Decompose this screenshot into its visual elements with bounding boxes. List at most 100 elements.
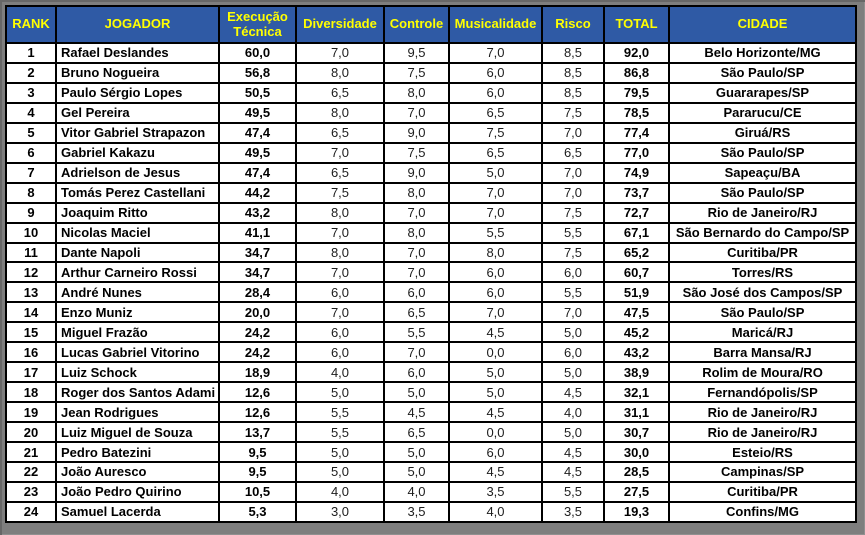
cell-musicalidade: 5,0 [448, 161, 543, 184]
cell-musicalidade: 6,0 [448, 261, 543, 284]
cell-risco: 7,0 [541, 121, 605, 144]
cell-total: 65,2 [603, 241, 670, 264]
cell-execucao: 10,5 [218, 480, 297, 503]
cell-controle: 7,5 [383, 61, 450, 84]
cell-rank: 14 [5, 301, 57, 324]
cell-execucao: 24,2 [218, 341, 297, 364]
cell-rank: 21 [5, 441, 57, 464]
cell-jogador: João Pedro Quirino [55, 480, 220, 503]
cell-jogador: João Auresco [55, 461, 220, 483]
cell-controle: 5,0 [383, 441, 450, 464]
cell-risco: 5,5 [541, 221, 605, 244]
cell-musicalidade: 5,0 [448, 381, 543, 404]
cell-risco: 8,5 [541, 81, 605, 104]
cell-execucao: 34,7 [218, 241, 297, 264]
cell-cidade: Guararapes/SP [668, 81, 857, 104]
cell-risco: 5,0 [541, 361, 605, 384]
cell-execucao: 47,4 [218, 121, 297, 144]
cell-controle: 4,0 [383, 480, 450, 503]
table-row: 21 Pedro Batezini 9,5 5,0 5,0 6,0 4,5 30,0 Estei… [5, 441, 857, 464]
table-row: 3 Paulo Sérgio Lopes 50,5 6,5 8,0 6,0 8,5 79,5 G… [5, 81, 857, 104]
cell-jogador: Adrielson de Jesus [55, 161, 220, 184]
cell-risco: 8,5 [541, 61, 605, 84]
cell-total: 77,0 [603, 141, 670, 164]
table-body: 1 Rafael Deslandes 60,0 7,0 9,5 7,0 8,5 92,0 Bel… [5, 42, 857, 524]
cell-musicalidade: 6,0 [448, 61, 543, 84]
cell-rank: 17 [5, 361, 57, 384]
cell-total: 45,2 [603, 321, 670, 344]
cell-diversidade: 7,0 [295, 261, 385, 284]
table-row: 5 Vitor Gabriel Strapazon 47,4 6,5 9,0 7,5 7,0… [5, 121, 857, 144]
table-row: 15 Miguel Frazão 24,2 6,0 5,5 4,5 5,0 45,2 Maric… [5, 321, 857, 344]
cell-diversidade: 6,5 [295, 161, 385, 184]
cell-execucao: 44,2 [218, 181, 297, 204]
header-row: RANK JOGADOR Execução Técnica Diversidad… [5, 5, 857, 44]
cell-risco: 6,5 [541, 141, 605, 164]
cell-risco: 5,0 [541, 421, 605, 444]
cell-diversidade: 7,0 [295, 42, 385, 64]
table-row: 6 Gabriel Kakazu 49,5 7,0 7,5 6,5 6,5 77,0 São P… [5, 141, 857, 164]
table-row: 22 João Auresco 9,5 5,0 5,0 4,5 4,5 28,5 Campina… [5, 461, 857, 483]
cell-diversidade: 6,5 [295, 121, 385, 144]
cell-risco: 4,5 [541, 441, 605, 464]
cell-musicalidade: 6,5 [448, 141, 543, 164]
cell-total: 32,1 [603, 381, 670, 404]
cell-total: 78,5 [603, 101, 670, 124]
table-row: 14 Enzo Muniz 20,0 7,0 6,5 7,0 7,0 47,5 São Paul… [5, 301, 857, 324]
cell-controle: 7,0 [383, 241, 450, 264]
cell-musicalidade: 6,0 [448, 441, 543, 464]
table-row: 23 João Pedro Quirino 10,5 4,0 4,0 3,5 5,5 27,5… [5, 480, 857, 503]
cell-cidade: Fernandópolis/SP [668, 381, 857, 404]
table-row: 1 Rafael Deslandes 60,0 7,0 9,5 7,0 8,5 92,0 Bel… [5, 42, 857, 64]
cell-risco: 4,0 [541, 401, 605, 424]
cell-execucao: 47,4 [218, 161, 297, 184]
cell-musicalidade: 5,5 [448, 221, 543, 244]
cell-rank: 19 [5, 401, 57, 424]
cell-musicalidade: 8,0 [448, 241, 543, 264]
cell-cidade: Curitiba/PR [668, 480, 857, 503]
cell-cidade: Belo Horizonte/MG [668, 42, 857, 64]
cell-diversidade: 4,0 [295, 480, 385, 503]
cell-execucao: 20,0 [218, 301, 297, 324]
cell-musicalidade: 6,5 [448, 101, 543, 124]
cell-jogador: André Nunes [55, 281, 220, 304]
table-row: 20 Luiz Miguel de Souza 13,7 5,5 6,5 0,0 5,0 30… [5, 421, 857, 444]
table-row: 18 Roger dos Santos Adami 12,6 5,0 5,0 5,0 4,5… [5, 381, 857, 404]
cell-rank: 3 [5, 81, 57, 104]
cell-cidade: Maricá/RJ [668, 321, 857, 344]
cell-total: 77,4 [603, 121, 670, 144]
cell-execucao: 43,2 [218, 201, 297, 224]
cell-diversidade: 5,0 [295, 381, 385, 404]
cell-execucao: 18,9 [218, 361, 297, 384]
cell-rank: 13 [5, 281, 57, 304]
cell-cidade: São Bernardo do Campo/SP [668, 221, 857, 244]
cell-diversidade: 6,0 [295, 321, 385, 344]
cell-cidade: São Paulo/SP [668, 181, 857, 204]
column-header-diversidade: Diversidade [295, 5, 385, 44]
cell-controle: 6,0 [383, 281, 450, 304]
cell-total: 51,9 [603, 281, 670, 304]
cell-cidade: Rio de Janeiro/RJ [668, 201, 857, 224]
cell-jogador: Roger dos Santos Adami [55, 381, 220, 404]
cell-rank: 7 [5, 161, 57, 184]
cell-cidade: Campinas/SP [668, 461, 857, 483]
cell-cidade: São Paulo/SP [668, 61, 857, 84]
cell-diversidade: 7,0 [295, 301, 385, 324]
cell-execucao: 24,2 [218, 321, 297, 344]
cell-risco: 7,0 [541, 301, 605, 324]
cell-musicalidade: 7,0 [448, 201, 543, 224]
cell-musicalidade: 7,0 [448, 42, 543, 64]
cell-cidade: Rio de Janeiro/RJ [668, 401, 857, 424]
cell-cidade: Esteio/RS [668, 441, 857, 464]
column-header-cidade: CIDADE [668, 5, 857, 44]
cell-rank: 4 [5, 101, 57, 124]
cell-controle: 9,0 [383, 161, 450, 184]
cell-total: 72,7 [603, 201, 670, 224]
cell-musicalidade: 3,5 [448, 480, 543, 503]
cell-musicalidade: 4,0 [448, 500, 543, 524]
cell-total: 60,7 [603, 261, 670, 284]
cell-musicalidade: 7,5 [448, 121, 543, 144]
cell-musicalidade: 7,0 [448, 181, 543, 204]
cell-total: 67,1 [603, 221, 670, 244]
